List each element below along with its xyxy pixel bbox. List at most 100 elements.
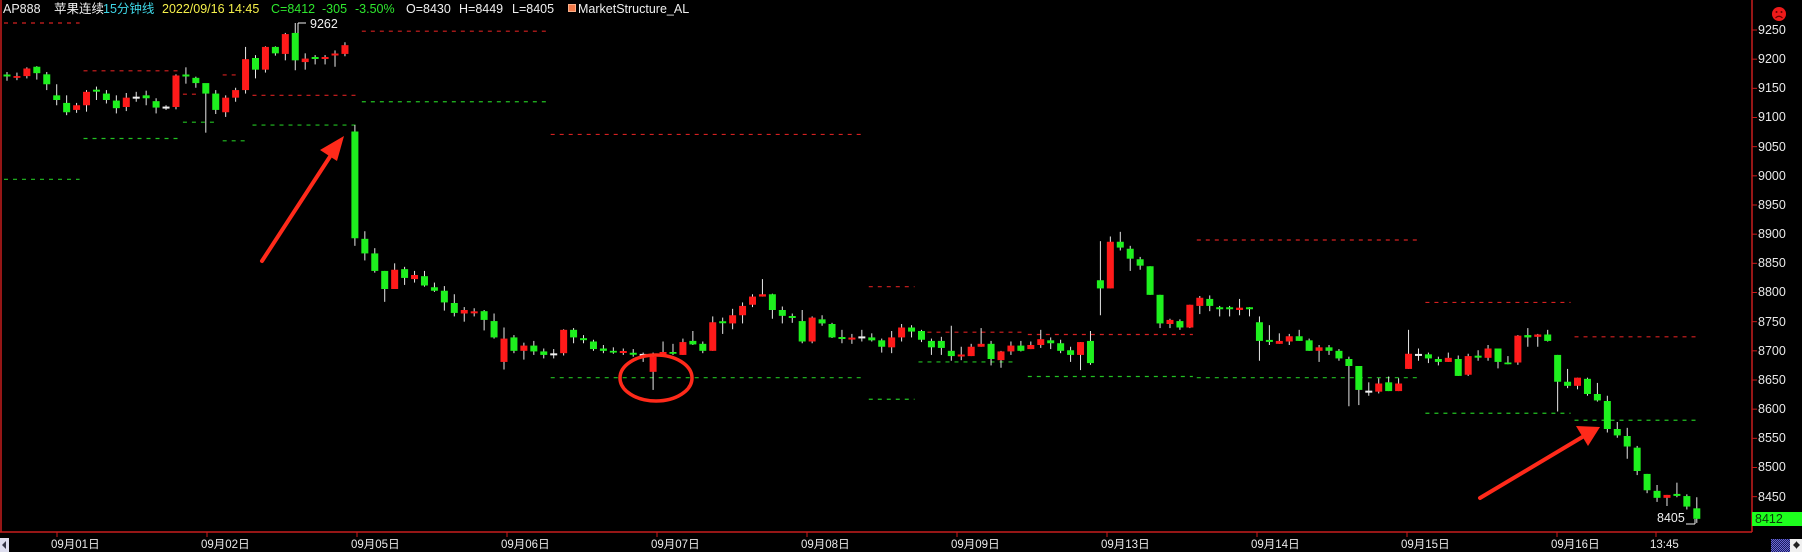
candle-body xyxy=(182,74,190,77)
candle xyxy=(709,316,717,351)
candle-body xyxy=(371,253,379,271)
candle-body xyxy=(1186,304,1194,328)
y-tick-label: 9050 xyxy=(1758,139,1786,154)
candle xyxy=(828,322,836,338)
candle-body xyxy=(53,95,61,100)
candle-body xyxy=(1096,280,1104,289)
candle-body xyxy=(73,105,81,110)
high-marker-line xyxy=(297,22,306,33)
y-tick-label: 8950 xyxy=(1758,197,1786,212)
candle-body xyxy=(1236,307,1244,310)
x-tick-label: 09月06日 xyxy=(501,539,550,551)
candle-body xyxy=(917,330,925,340)
candle xyxy=(490,313,498,339)
candle-body xyxy=(749,296,756,305)
candle xyxy=(1653,484,1661,502)
candle-body xyxy=(1265,339,1273,342)
candle-body xyxy=(1464,356,1472,375)
candle xyxy=(1345,356,1353,407)
candle xyxy=(699,341,707,354)
candle xyxy=(1226,305,1234,317)
close-value: C=8412 xyxy=(271,2,316,16)
candle-body xyxy=(381,270,389,289)
candle-body xyxy=(1683,496,1691,507)
candle-body xyxy=(1593,393,1601,401)
y-tick-label: 9200 xyxy=(1758,52,1786,67)
period-label[interactable]: 15分钟线 xyxy=(103,2,155,16)
candle xyxy=(1096,241,1104,316)
candle xyxy=(291,23,299,71)
candle-body xyxy=(401,269,409,278)
candle-body xyxy=(788,315,796,318)
candle-body xyxy=(689,340,697,345)
candle xyxy=(1246,307,1253,317)
candle-body xyxy=(1345,358,1353,366)
candle xyxy=(719,317,727,334)
candle xyxy=(391,263,399,289)
candle xyxy=(311,55,319,65)
candle xyxy=(1156,294,1164,329)
candle-body xyxy=(1047,340,1055,344)
candle xyxy=(1106,236,1114,289)
y-tick-label: 9150 xyxy=(1758,81,1786,96)
candle-body xyxy=(1067,350,1075,355)
candle xyxy=(1534,333,1542,347)
candle xyxy=(1524,328,1532,347)
indicator-color-icon xyxy=(568,4,576,12)
candle xyxy=(1166,318,1174,329)
candle-body xyxy=(599,348,607,351)
candle-body xyxy=(1086,340,1094,364)
candle xyxy=(917,329,925,343)
candle xyxy=(162,105,170,110)
candle-body xyxy=(43,74,51,85)
candle xyxy=(1434,356,1442,366)
candle-body xyxy=(540,351,548,355)
arrow-annotation-2 xyxy=(1478,426,1600,500)
candle-body xyxy=(1037,339,1045,345)
candle-body xyxy=(92,89,100,92)
candle xyxy=(1554,354,1562,412)
candle-body xyxy=(1216,307,1224,310)
candle xyxy=(550,349,558,359)
candle xyxy=(580,335,588,344)
candle-body xyxy=(63,102,71,113)
candle xyxy=(351,125,359,246)
candle-body xyxy=(828,323,836,338)
candle-body xyxy=(967,346,975,357)
x-tick-label: 09月09日 xyxy=(951,539,1000,551)
candle-body xyxy=(858,336,866,339)
candle xyxy=(92,86,100,100)
candle-body xyxy=(898,327,906,338)
indicator-name[interactable]: MarketStructure_AL xyxy=(578,2,690,16)
candle-body xyxy=(1524,335,1532,338)
y-tick-label: 8650 xyxy=(1758,372,1786,387)
candle-body xyxy=(1514,335,1522,363)
change-percent: -3.50% xyxy=(355,2,395,16)
candle xyxy=(947,325,955,361)
candle xyxy=(1693,497,1701,523)
candle xyxy=(13,72,21,81)
candle-body xyxy=(878,340,886,347)
candle-body xyxy=(1405,353,1413,369)
candle-body xyxy=(271,46,279,54)
candle-body xyxy=(1583,378,1591,394)
candle-body xyxy=(3,74,11,77)
candle xyxy=(480,309,488,331)
candle xyxy=(281,32,289,61)
candle xyxy=(1643,473,1651,494)
candle xyxy=(1335,349,1343,361)
y-tick-label: 8500 xyxy=(1758,460,1786,475)
scroll-left-button[interactable] xyxy=(0,538,9,552)
y-tick-label: 9250 xyxy=(1758,23,1786,37)
scroll-thumb[interactable] xyxy=(1771,539,1790,552)
candle xyxy=(411,270,419,283)
candle-body xyxy=(1196,297,1204,306)
x-ticks xyxy=(56,532,1657,537)
candle xyxy=(1186,304,1194,329)
symbol-name: 苹果连续 xyxy=(54,2,105,16)
candle xyxy=(659,341,667,355)
candle xyxy=(689,330,697,345)
scroll-right-button[interactable] xyxy=(1790,539,1802,552)
bar-datetime: 2022/09/16 14:45 xyxy=(162,2,260,16)
